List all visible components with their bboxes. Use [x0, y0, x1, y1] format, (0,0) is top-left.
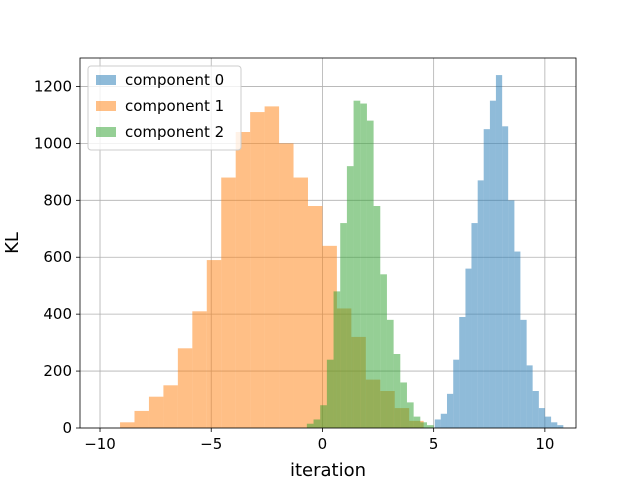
y-tick-label: 1000 [34, 134, 72, 152]
x-tick-label: 5 [429, 435, 439, 453]
histogram-bar [148, 396, 164, 428]
histogram-bar [293, 177, 308, 428]
y-tick-label: 0 [62, 419, 72, 437]
plot-frame [79, 57, 577, 429]
legend-label: component 2 [125, 123, 224, 141]
histogram-bar [406, 402, 414, 428]
histogram-bar [346, 166, 354, 428]
histogram-bar [177, 348, 193, 428]
histogram-bar [495, 75, 503, 429]
bars [120, 75, 564, 429]
histogram-bar [192, 311, 207, 428]
x-axis-label: iteration [290, 460, 366, 480]
histogram-bar [250, 112, 265, 429]
histogram-bar [465, 268, 472, 428]
histogram-bar [459, 317, 466, 428]
x-tick-label: 10 [535, 435, 554, 453]
histogram-bar [446, 393, 454, 428]
histogram-bar [551, 422, 558, 428]
histogram-bar [502, 126, 509, 429]
x-tick-label: 0 [318, 435, 328, 453]
series-0 [434, 75, 564, 429]
histogram-bar [440, 413, 447, 428]
histogram-bar [557, 425, 564, 428]
y-tick-label: 600 [43, 248, 72, 266]
histogram-bar [483, 129, 490, 428]
histogram-bar [134, 410, 149, 428]
x-tick-label: −10 [84, 435, 116, 453]
histogram-bar [526, 365, 533, 428]
x-tick-label: −5 [200, 435, 222, 453]
legend-label: component 1 [125, 97, 224, 115]
histogram-bar [380, 274, 387, 428]
histogram-bar [400, 382, 407, 428]
y-axis-label: KL [2, 232, 23, 254]
histogram-bar [544, 416, 552, 428]
histogram-bar [471, 223, 478, 428]
y-tick-label: 200 [43, 362, 72, 380]
histogram-bar [120, 422, 135, 428]
histogram-bar [520, 319, 527, 428]
y-tick-label: 800 [43, 191, 72, 209]
histogram-bar [235, 132, 251, 428]
histogram-bar [320, 405, 327, 428]
histogram-bar [489, 100, 496, 428]
histogram-bar [413, 416, 421, 428]
histogram-bar [279, 143, 294, 428]
histogram-bar [360, 103, 367, 429]
ticks: −10 −5 0 5 10 0 200 400 600 800 1000 1200 [34, 77, 555, 453]
histogram-bar [333, 291, 341, 428]
legend-swatch [96, 127, 116, 137]
histogram-bar [426, 425, 434, 428]
histogram-bar [373, 206, 381, 428]
legend-box [87, 65, 242, 151]
legend-label: component 0 [125, 71, 224, 89]
histogram-bar [453, 359, 460, 428]
histogram-bar [538, 408, 545, 428]
histogram-bar [306, 423, 314, 428]
y-tick-label: 1200 [34, 77, 72, 95]
histogram-bar [206, 260, 222, 428]
histogram-bar [313, 419, 321, 428]
legend-swatch [96, 75, 116, 85]
histogram-bar [307, 206, 323, 428]
histogram-bar [514, 251, 521, 428]
legend-swatch [96, 101, 116, 111]
histogram-bar [532, 391, 539, 428]
histogram-bar [340, 223, 347, 428]
histogram-bar [353, 100, 361, 428]
histogram-bar [477, 180, 484, 428]
histogram-bar [366, 120, 374, 428]
histogram-bar [221, 177, 236, 428]
histogram-bar [326, 359, 334, 428]
y-tick-label: 400 [43, 305, 72, 323]
histogram-bar [386, 319, 394, 428]
legend: component 0 component 1 component 2 [87, 65, 242, 151]
histogram-bar [434, 419, 441, 428]
histogram-bar [264, 106, 280, 428]
histogram-bar [393, 354, 401, 428]
histogram-bar [163, 385, 178, 428]
histogram-bar [420, 422, 427, 428]
series-2 [306, 100, 434, 429]
histogram-bar [508, 200, 515, 428]
